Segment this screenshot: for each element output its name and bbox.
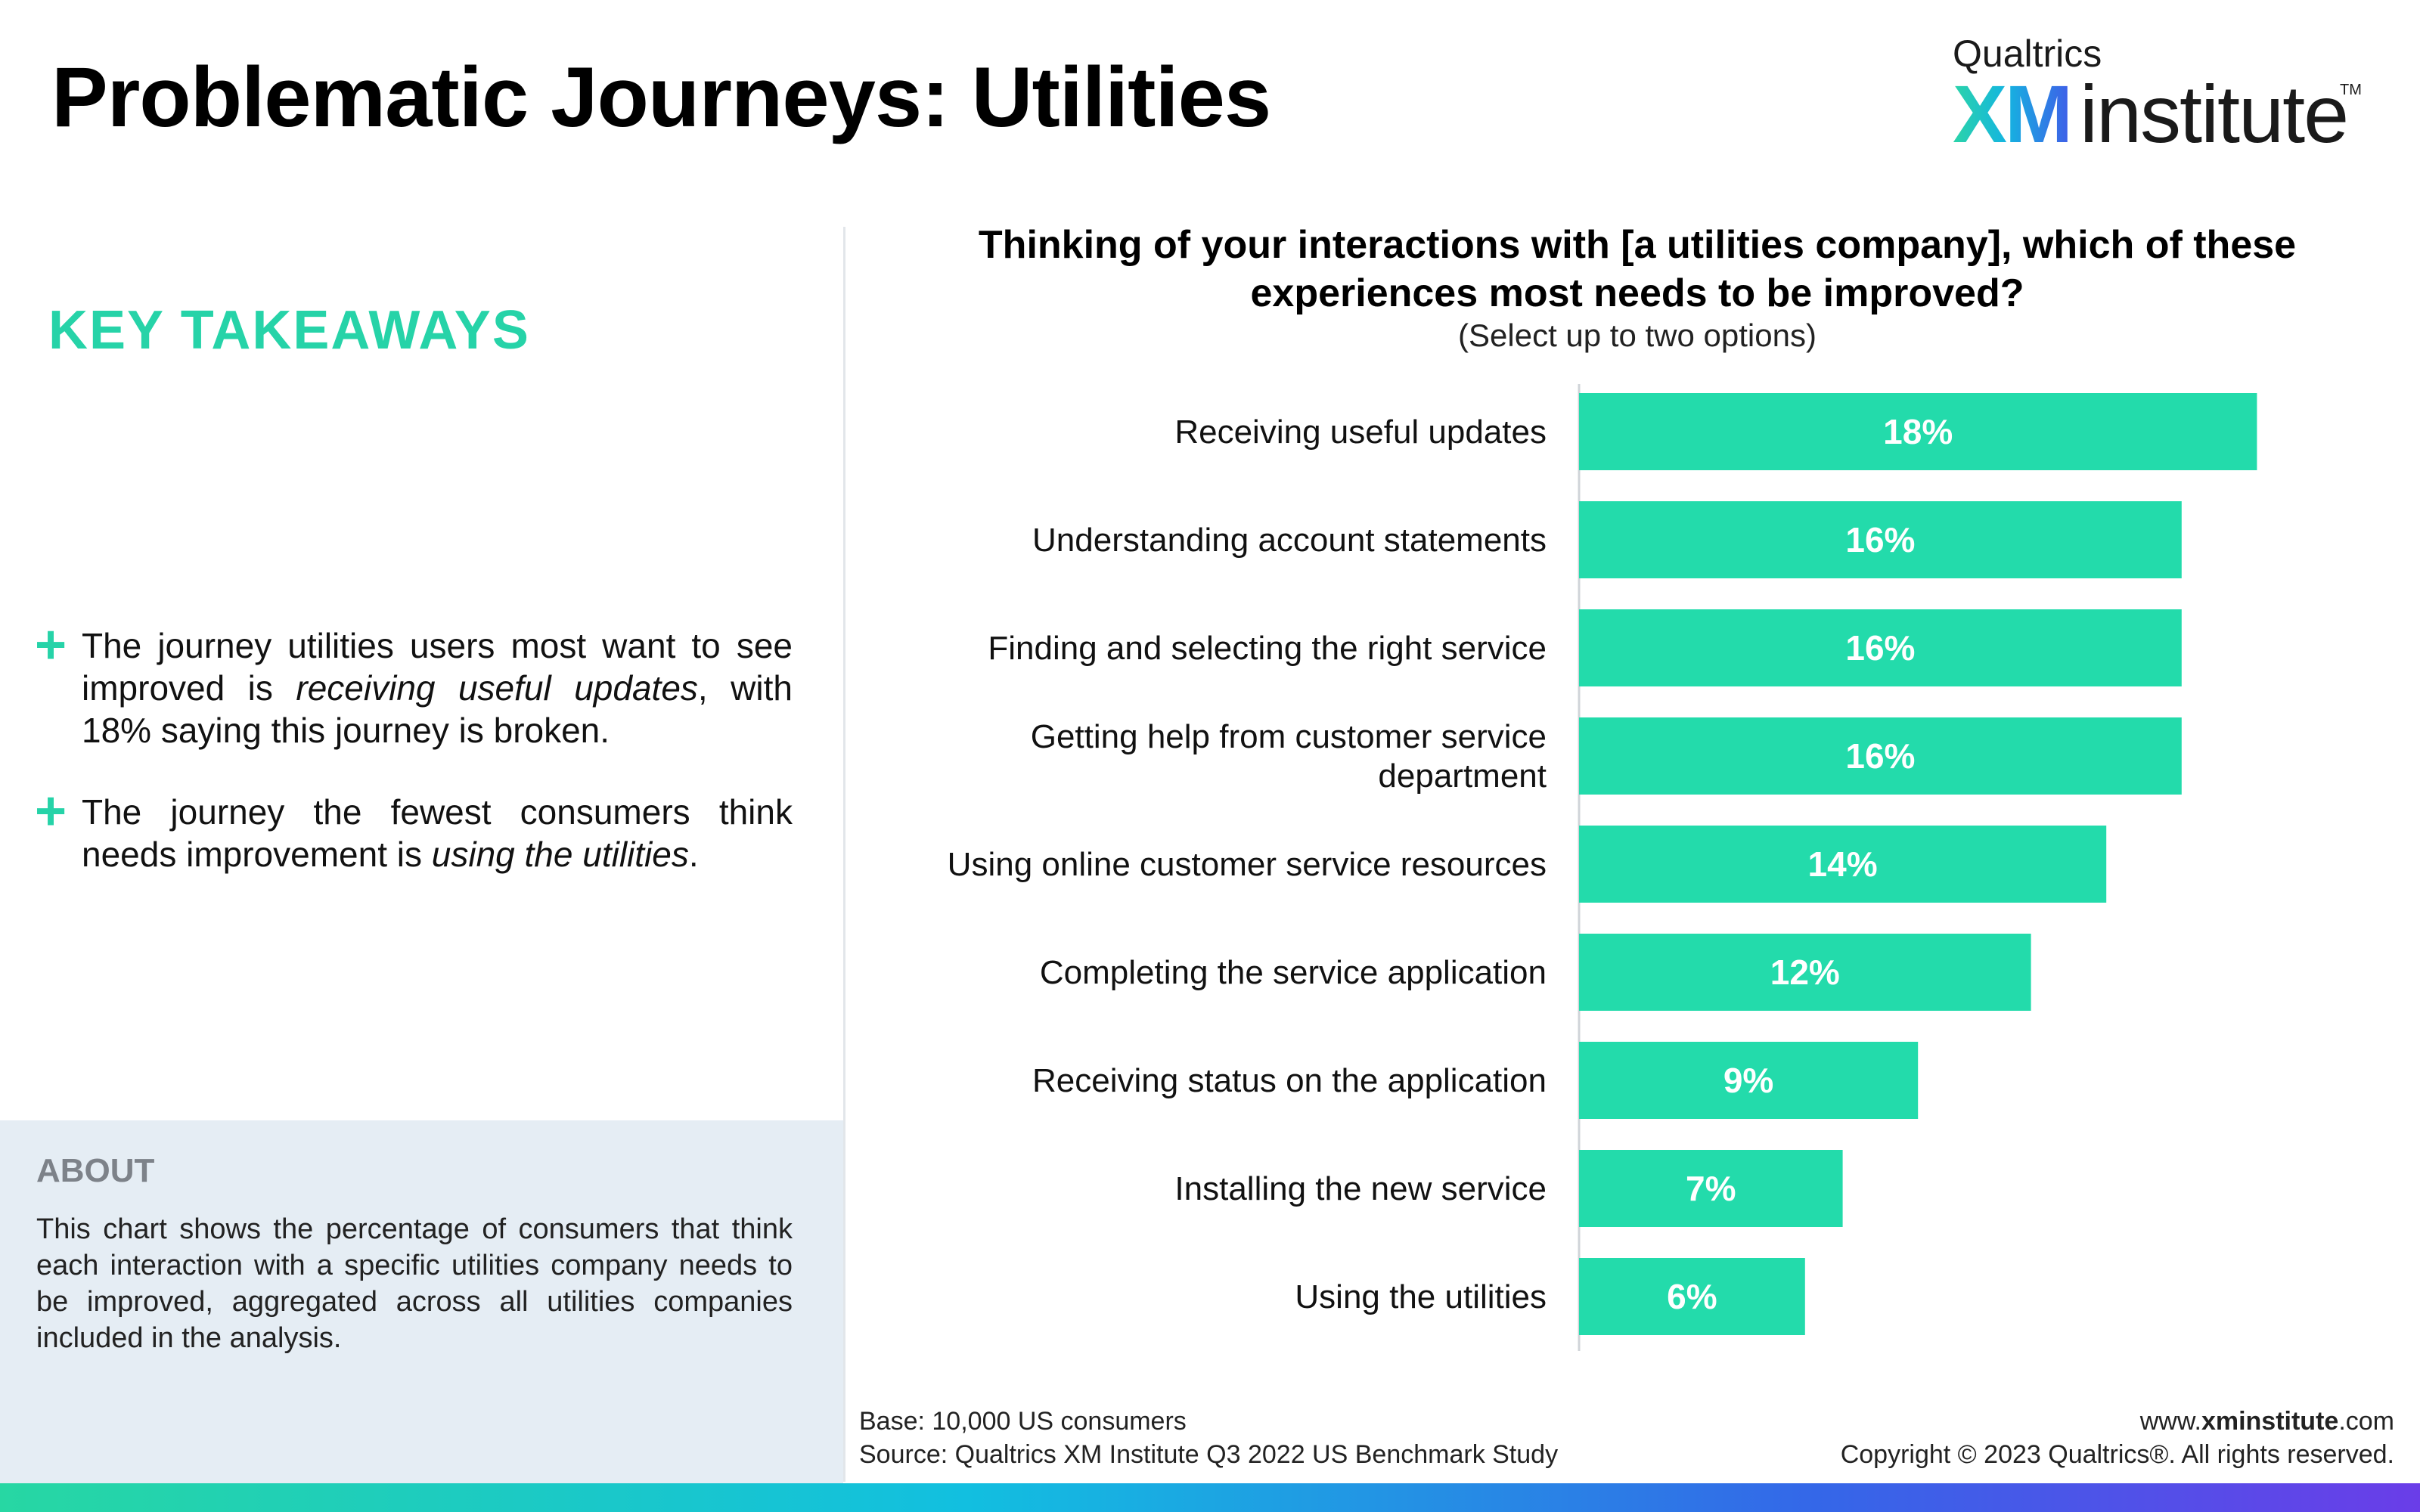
footer-source: Base: 10,000 US consumers Source: Qualtr…: [859, 1405, 1558, 1471]
category-label-4: Using online customer service resources: [948, 846, 1547, 883]
website-suffix: .com: [2338, 1407, 2394, 1436]
bar-1: [1579, 501, 2182, 578]
logo-xm-mark: XM: [1953, 68, 2073, 160]
footer-website[interactable]: www.xminstitute.com: [1841, 1405, 2394, 1438]
key-takeaways-heading: KEY TAKEAWAYS: [48, 300, 530, 361]
data-label-0: 18%: [1883, 412, 1953, 451]
xm-institute-logo: Qualtrics XM institute TM: [1953, 32, 2362, 160]
logo-brand: Qualtrics: [1953, 33, 2102, 75]
takeaway-item: + The journey the fewest consumers think…: [35, 781, 793, 875]
logo-institute: institute: [2080, 68, 2349, 160]
chart-subtitle: (Select up to two options): [1458, 318, 1817, 353]
footer-copyright-text: Copyright © 2023 Qualtrics®. All rights …: [1840, 1440, 2394, 1469]
chart-title: Thinking of your interactions with [a ut…: [978, 223, 2297, 315]
category-label-8: Using the utilities: [1295, 1278, 1547, 1315]
takeaway-text: The journey the fewest consumers think n…: [82, 791, 793, 875]
category-label-7: Installing the new service: [1174, 1170, 1547, 1207]
bar-2: [1579, 609, 2182, 686]
bar-8: [1579, 1258, 1805, 1335]
bottom-gradient-bar: [0, 1483, 2420, 1512]
data-label-2: 16%: [1845, 628, 1915, 668]
footer-copyright: www.xminstitute.com Copyright © 2023 Qua…: [1841, 1405, 2394, 1471]
bar-6: [1579, 1042, 1919, 1119]
takeaway-text: The journey utilities users most want to…: [82, 624, 793, 751]
website-bold: xminstitute: [2201, 1407, 2339, 1436]
takeaway-text-part: .: [688, 835, 699, 874]
data-label-3: 16%: [1845, 736, 1915, 776]
footer-source-text: Source: Qualtrics XM Institute Q3 2022 U…: [859, 1440, 1559, 1469]
page-title: Problematic Journeys: Utilities: [51, 50, 1271, 144]
category-label-3: Getting help from customer service depart…: [1031, 718, 1547, 795]
takeaway-text-part: The journey the fewest consumers think n…: [82, 792, 793, 874]
category-label-0: Receiving useful updates: [1174, 414, 1547, 451]
takeaway-text-part: , with 18% saying this journey is broken…: [82, 668, 793, 750]
plus-icon: +: [35, 781, 67, 841]
column-divider: [843, 227, 845, 1482]
data-label-1: 16%: [1845, 520, 1915, 559]
bar-0: [1579, 393, 2257, 470]
category-label-2: Finding and selecting the right service: [988, 630, 1547, 667]
bar-3: [1579, 717, 2182, 795]
takeaway-emphasis: using the utilities: [431, 835, 689, 874]
bar-4: [1579, 826, 2107, 903]
footer-base: Base: 10,000 US consumers: [859, 1407, 1187, 1436]
bar-7: [1579, 1150, 1843, 1227]
about-text: This chart shows the percentage of consu…: [36, 1213, 793, 1354]
plus-icon: +: [35, 615, 67, 675]
website-prefix: www.: [2139, 1407, 2201, 1436]
data-label-5: 12%: [1770, 953, 1840, 992]
category-label-1: Understanding account statements: [1032, 522, 1547, 559]
logo-trademark: TM: [2340, 82, 2362, 98]
takeaway-emphasis: receiving useful updates: [296, 668, 698, 708]
takeaway-item: + The journey utilities users most want …: [35, 615, 793, 751]
category-label-6: Receiving status on the application: [1032, 1062, 1547, 1099]
about-panel: ABOUT This chart shows the percentage of…: [0, 1120, 843, 1483]
takeaway-text-part: The journey utilities users most want to…: [82, 626, 793, 708]
bar-5: [1579, 934, 2031, 1011]
about-heading: ABOUT: [36, 1152, 155, 1189]
data-label-7: 7%: [1686, 1169, 1736, 1208]
data-label-4: 14%: [1808, 844, 1878, 884]
data-label-6: 9%: [1723, 1061, 1773, 1100]
data-label-8: 6%: [1667, 1277, 1717, 1316]
category-label-5: Completing the service application: [1040, 954, 1547, 991]
